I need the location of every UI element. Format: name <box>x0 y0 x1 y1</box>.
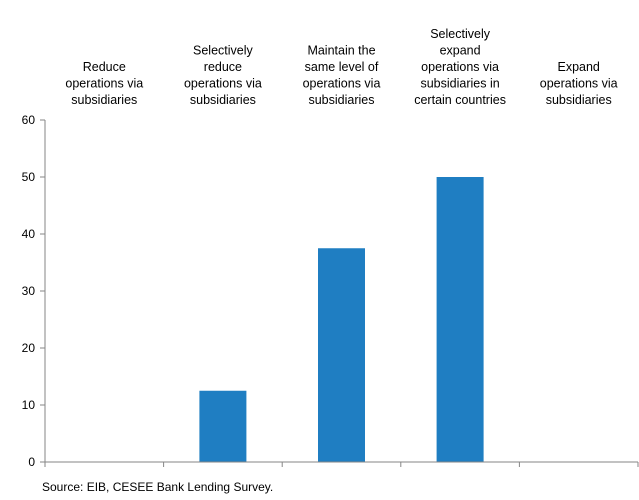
y-tick-label: 10 <box>22 398 36 412</box>
y-tick-label: 20 <box>22 341 36 355</box>
category-label: Expand operations via subsidiaries <box>540 60 618 107</box>
category-label: Maintain the same level of operations via s… <box>303 44 381 108</box>
y-tick-label: 60 <box>22 113 36 127</box>
category-label: Selectively expand operations via subsidiar… <box>414 27 506 107</box>
source-note: Source: EIB, CESEE Bank Lending Survey. <box>42 480 274 494</box>
category-label: Reduce operations via subsidiaries <box>65 60 143 107</box>
bar <box>436 177 484 462</box>
y-tick-label: 50 <box>22 170 36 184</box>
y-tick-label: 0 <box>28 455 35 469</box>
category-label: Selectively reduce operations via subsidiar… <box>184 44 262 108</box>
bar <box>318 248 365 462</box>
y-tick-label: 30 <box>22 284 36 298</box>
y-tick-label: 40 <box>22 227 36 241</box>
bar <box>199 390 247 462</box>
